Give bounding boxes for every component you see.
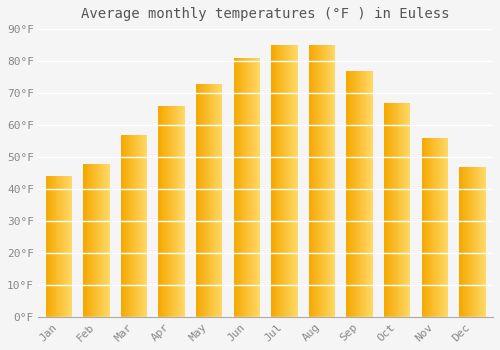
Title: Average monthly temperatures (°F ) in Euless: Average monthly temperatures (°F ) in Eu… — [82, 7, 450, 21]
